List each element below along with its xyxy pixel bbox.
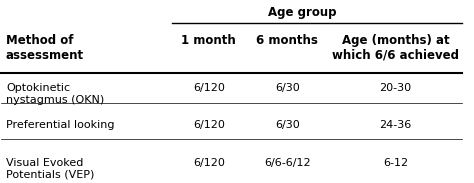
- Text: 24-36: 24-36: [379, 120, 411, 130]
- Text: 6/120: 6/120: [193, 120, 225, 130]
- Text: 6/30: 6/30: [275, 83, 300, 93]
- Text: Age (months) at
which 6/6 achieved: Age (months) at which 6/6 achieved: [332, 34, 459, 62]
- Text: 6-12: 6-12: [383, 158, 408, 168]
- Text: 20-30: 20-30: [380, 83, 411, 93]
- Text: Preferential looking: Preferential looking: [6, 120, 115, 130]
- Text: Visual Evoked
Potentials (VEP): Visual Evoked Potentials (VEP): [6, 158, 94, 179]
- Text: 6 months: 6 months: [256, 34, 318, 47]
- Text: 6/120: 6/120: [193, 158, 225, 168]
- Text: Method of
assessment: Method of assessment: [6, 34, 84, 62]
- Text: 6/120: 6/120: [193, 83, 225, 93]
- Text: 6/30: 6/30: [275, 120, 300, 130]
- Text: 6/6-6/12: 6/6-6/12: [264, 158, 310, 168]
- Text: Age group: Age group: [268, 6, 337, 19]
- Text: Optokinetic
nystagmus (OKN): Optokinetic nystagmus (OKN): [6, 83, 104, 104]
- Text: 1 month: 1 month: [182, 34, 236, 47]
